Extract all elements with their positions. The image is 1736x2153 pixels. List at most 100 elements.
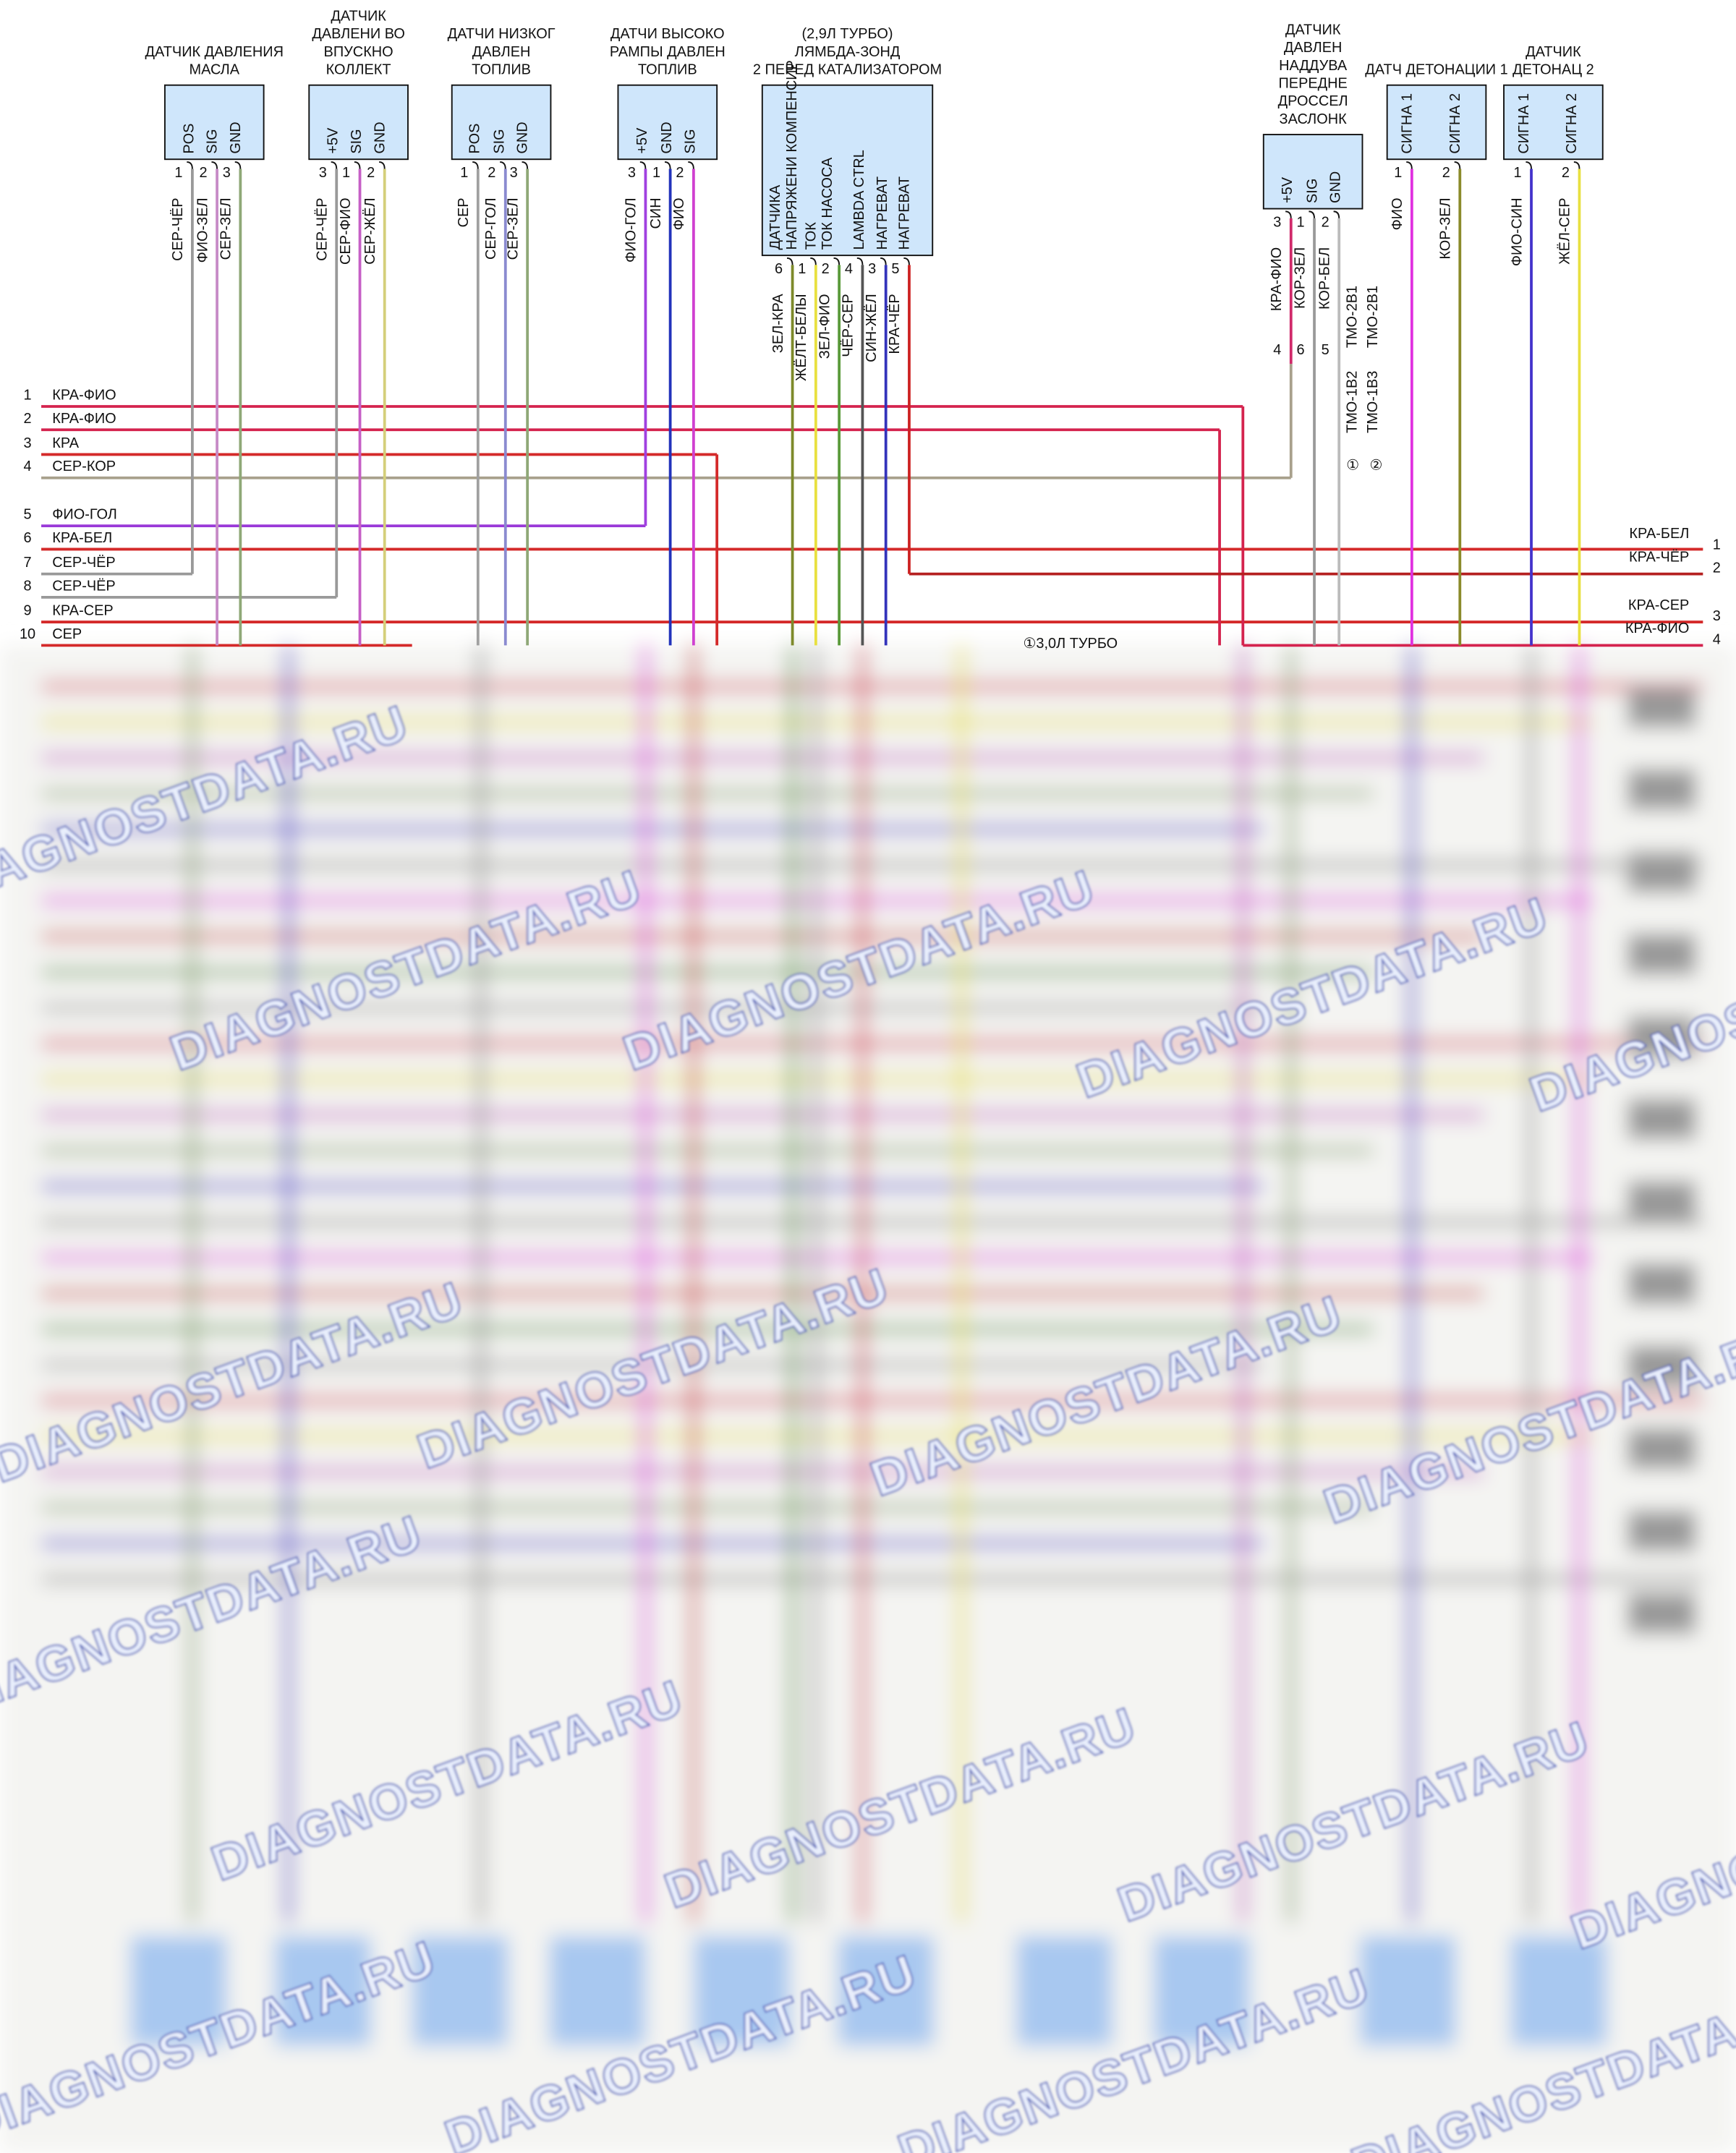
wire-label: ФИО-ЗЕЛ: [195, 197, 210, 263]
row-number: 7: [24, 555, 32, 571]
pin-hook: [1406, 161, 1413, 169]
pin-hook: [472, 161, 479, 169]
pin-name: НАПРЯЖЕНИ КОМПЕНСИР: [784, 60, 800, 250]
row-wire-label: ФИО-ГОЛ: [52, 507, 117, 523]
pin-hook: [856, 257, 864, 265]
pin-number: 2: [1562, 165, 1570, 181]
pin-number: 3: [628, 165, 636, 181]
note: ①3,0Л ТУРБО: [1024, 636, 1118, 652]
pin-number: 2: [1442, 165, 1450, 181]
connector-box: [451, 84, 552, 161]
component-title: НАДДУВА: [1279, 58, 1348, 74]
row-wire-label: СЕР-ЧЁР: [52, 578, 115, 594]
component-title: ДАТЧИК: [1285, 22, 1341, 38]
wire-label: СЕР-ФИО: [338, 197, 354, 265]
pin-number: 3: [868, 261, 876, 277]
blur-box: [1016, 1936, 1112, 2046]
pin-name: LAMBDA CTRL: [851, 150, 867, 250]
row-wire-label: СЕР-ЧЁР: [52, 555, 115, 571]
pin-hook: [664, 161, 671, 169]
component-title: ПЕРЕДНЕ: [1278, 76, 1347, 92]
blur-box: [549, 1936, 646, 2046]
pin-number: 2: [1322, 214, 1329, 230]
blur-box: [1153, 1936, 1250, 2046]
row-wire-label: СЕР-КОР: [52, 459, 116, 474]
pin-name: +5V: [1280, 176, 1295, 203]
row-number: 2: [24, 411, 32, 427]
blur-block: [1627, 851, 1696, 893]
pin-name: +5V: [634, 127, 650, 154]
wire-label: КОР-БЕЛ: [1316, 247, 1332, 310]
connector-box: [1386, 84, 1487, 161]
pin-hook: [354, 161, 361, 169]
component-title: МАСЛА: [189, 62, 239, 78]
pin-hook: [880, 257, 887, 265]
pin-number: 1: [1513, 165, 1521, 181]
pin-number: 2: [822, 261, 830, 277]
pin-name: ТОК НАСОСА: [820, 157, 835, 250]
pin-number: 1: [342, 165, 350, 181]
component-title: ДАТЧ ДЕТОНАЦИИ 1: [1365, 62, 1507, 78]
component-title: ДАТЧИ НИЗКОГ: [448, 26, 556, 42]
pin-number: 3: [510, 165, 518, 181]
row-number: 3: [1713, 608, 1721, 624]
pin-name: +5V: [326, 127, 341, 154]
pin-name: POS: [181, 124, 197, 154]
connector-box: [1503, 84, 1604, 161]
row-wire-label: КРА-ФИО: [52, 411, 116, 427]
row-wire-label: КРА-БЕЛ: [52, 530, 112, 546]
row-number: 4: [24, 459, 32, 474]
pin-number: 4: [845, 261, 853, 277]
visible-area: 1 КРА-ФИО 2 КРА-ФИО 3 КРА 4 СЕР-КОР 5 ФИО-ГОЛ 6 КРА…: [20, 8, 1721, 652]
component-title: ЗАСЛОНК: [1280, 111, 1348, 127]
pin-hook: [522, 161, 529, 169]
row-number: 1: [1713, 537, 1721, 553]
pin-hook: [786, 257, 793, 265]
pin-number: 1: [1297, 214, 1305, 230]
pin-hook: [833, 257, 841, 265]
connector-box: [163, 84, 265, 161]
wire-label: ФИО: [1390, 197, 1405, 230]
row-number: 3: [24, 435, 32, 451]
component-title: ДАТЧИК: [331, 8, 386, 24]
blur-block: [1627, 1593, 1696, 1634]
blur-block: [1627, 1428, 1696, 1470]
pin-hook: [1573, 161, 1580, 169]
blur-block: [1627, 1180, 1696, 1222]
blur-block: [1627, 1345, 1696, 1387]
row-wire-label: СЕР: [52, 626, 82, 642]
component-title: ЛЯМБДА-ЗОНД: [795, 44, 901, 60]
blur-block: [1627, 1263, 1696, 1305]
pin-name: GND: [515, 121, 531, 153]
pin-number: 2: [676, 165, 684, 181]
pin-hook: [1454, 161, 1461, 169]
blurred-area: [0, 645, 1736, 2153]
wire-label: ЖЁЛТ-БЕЛЫ: [793, 294, 809, 381]
marker: ②: [1370, 457, 1383, 473]
wire-label: ЗЕЛ-ФИО: [817, 294, 833, 359]
component-title: ТОПЛИВ: [472, 62, 531, 78]
connector-code: ТМО-1В2: [1344, 371, 1360, 433]
blur-block: [1627, 769, 1696, 811]
blur-block: [1627, 1015, 1696, 1057]
wire-label: СЕР-ЗЕЛ: [218, 197, 234, 260]
pin-name: ДАТЧИКА: [767, 184, 783, 250]
connector-number: 4: [1273, 342, 1281, 358]
pin-name: GND: [659, 121, 675, 153]
blur-box: [130, 1936, 227, 2046]
pin-hook: [1526, 161, 1532, 169]
pin-hook: [1285, 210, 1292, 218]
connector-number: 6: [1297, 342, 1305, 358]
marker: ①: [1346, 457, 1359, 473]
row-wire-label: КРА: [52, 435, 80, 451]
pin-hook: [1309, 210, 1315, 218]
pin-hook: [234, 161, 242, 169]
component-title: ДАТЧИ ВЫСОКО: [610, 26, 725, 42]
pin-name: SIG: [1304, 179, 1320, 203]
pin-name: GND: [1328, 171, 1344, 203]
pin-name: СИГНА 2: [1447, 93, 1463, 154]
component-title: ДАВЛЕН: [1284, 40, 1343, 56]
pin-number: 2: [200, 165, 208, 181]
pin-number: 1: [1394, 165, 1402, 181]
wire-label: ЧЁР-СЕР: [841, 294, 856, 357]
